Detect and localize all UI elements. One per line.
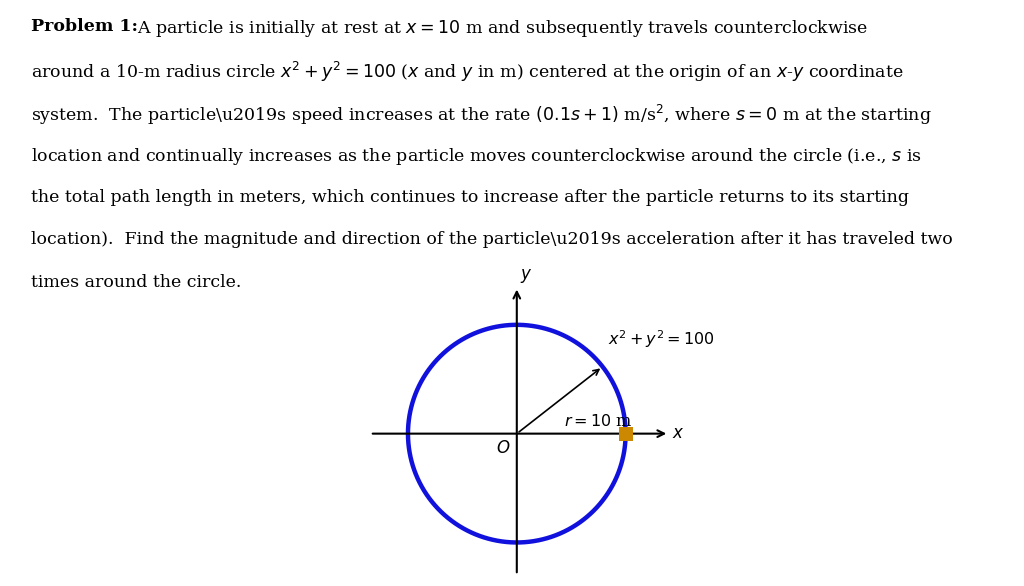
Text: $y$: $y$: [520, 267, 532, 285]
Text: system.  The particle\u2019s speed increases at the rate $(0.1s+1)$ m/s$^2$, whe: system. The particle\u2019s speed increa…: [31, 103, 932, 127]
Text: Problem 1:: Problem 1:: [31, 18, 137, 35]
Text: times around the circle.: times around the circle.: [31, 274, 241, 291]
Text: location).  Find the magnitude and direction of the particle\u2019s acceleration: location). Find the magnitude and direct…: [31, 231, 952, 248]
Text: $O$: $O$: [496, 440, 510, 457]
Text: $r = 10$ m: $r = 10$ m: [564, 413, 633, 430]
Text: $x^2 + y^2 = 100$: $x^2 + y^2 = 100$: [608, 329, 715, 350]
Text: $x$: $x$: [673, 425, 685, 442]
Text: location and continually increases as the particle moves counterclockwise around: location and continually increases as th…: [31, 146, 922, 167]
Text: around a 10-m radius circle $x^2+y^2 = 100$ ($x$ and $y$ in m) centered at the o: around a 10-m radius circle $x^2+y^2 = 1…: [31, 60, 903, 84]
Text: the total path length in meters, which continues to increase after the particle : the total path length in meters, which c…: [31, 189, 908, 206]
Text: A particle is initially at rest at $x = 10$ m and subsequently travels countercl: A particle is initially at rest at $x = …: [126, 18, 868, 39]
Point: [617, 429, 634, 438]
